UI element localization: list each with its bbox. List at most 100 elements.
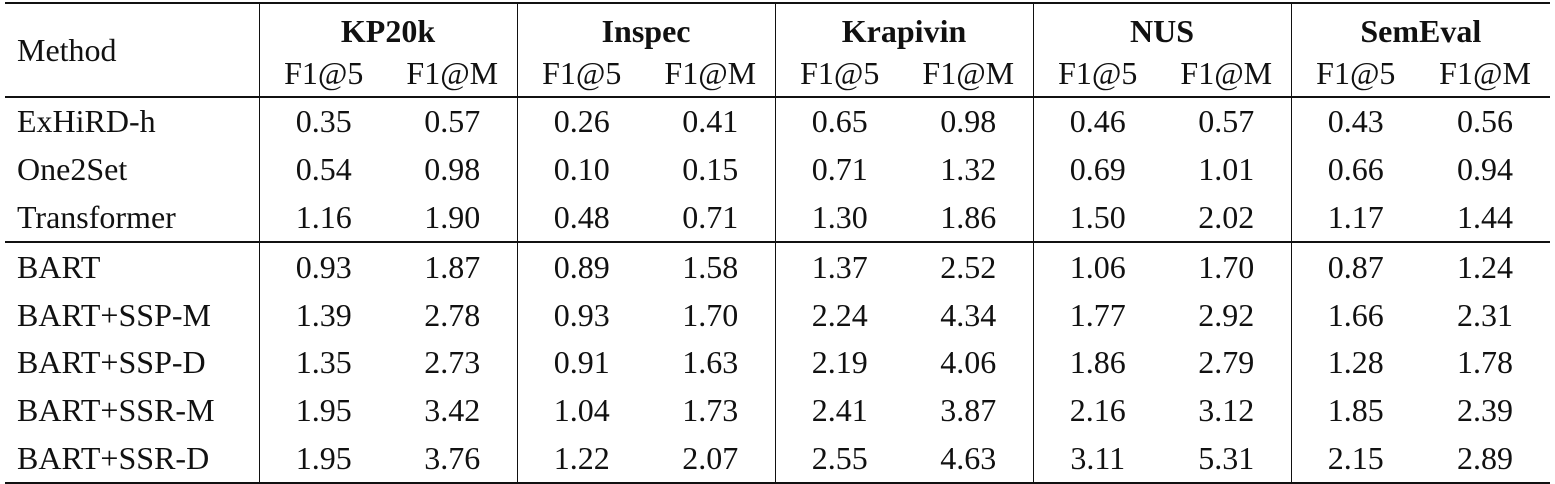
value-cell: 0.41 xyxy=(646,96,776,146)
table-row: BART+SSP-D 1.35 2.73 0.91 1.63 2.19 4.06 1.86 2.… xyxy=(5,338,1550,387)
value-cell: 1.66 xyxy=(1290,291,1421,339)
value-cell: 0.43 xyxy=(1290,96,1421,146)
value-cell: 1.16 xyxy=(258,193,388,243)
value-cell: 4.63 xyxy=(940,439,997,476)
value-cell: 1.63 xyxy=(682,344,739,381)
value-cell: 1.86 xyxy=(1032,338,1163,387)
value-cell: 0.26 xyxy=(516,96,647,146)
method-column-header: Method xyxy=(17,31,117,68)
value-cell: 0.15 xyxy=(682,151,739,188)
results-table-body: ExHiRD-h 0.35 0.57 0.26 0.41 0.65 0.98 0.46 0.57… xyxy=(5,96,1551,484)
value-cell: 2.02 xyxy=(1198,198,1255,235)
method-cell: BART+SSR-M xyxy=(17,392,215,429)
value-cell: 0.56 xyxy=(1420,96,1551,146)
dataset-header-kp20k: KP20k xyxy=(258,3,518,50)
value-cell: 1.37 xyxy=(774,241,905,292)
value-cell: 0.65 xyxy=(774,96,905,146)
value-cell: 2.73 xyxy=(424,344,481,381)
table-row: Transformer 1.16 1.90 0.48 0.71 1.30 1.86 1.50 2… xyxy=(5,193,1550,243)
value-cell: 0.89 xyxy=(516,241,647,292)
dataset-header-inspec: Inspec xyxy=(516,3,776,50)
value-cell: 0.48 xyxy=(516,193,647,243)
metric-header: F1@5 xyxy=(258,50,388,97)
value-cell: 0.57 xyxy=(388,96,518,146)
value-cell: 1.95 xyxy=(258,386,388,435)
dataset-header-row: Method KP20k Inspec Krapivin NUS SemEval xyxy=(5,3,1551,68)
value-cell: 0.46 xyxy=(1032,96,1163,146)
table-row: BART+SSP-M 1.39 2.78 0.93 1.70 2.24 4.34 1.77 2.… xyxy=(5,291,1550,339)
value-cell: 0.98 xyxy=(424,151,481,188)
value-cell: 2.52 xyxy=(904,241,1034,292)
value-cell: 1.44 xyxy=(1457,198,1514,235)
value-cell: 2.16 xyxy=(1032,386,1163,435)
value-cell: 1.28 xyxy=(1290,338,1421,387)
value-cell: 0.87 xyxy=(1290,241,1421,292)
value-cell: 2.07 xyxy=(682,439,739,476)
value-cell: 3.11 xyxy=(1032,434,1163,484)
value-cell: 2.31 xyxy=(1457,296,1514,333)
value-cell: 4.34 xyxy=(940,296,997,333)
metric-header: F1@5 xyxy=(774,50,905,97)
value-cell: 0.98 xyxy=(904,96,1034,146)
value-cell: 0.69 xyxy=(1032,145,1163,194)
method-cell: BART+SSR-D xyxy=(17,439,210,476)
value-cell: 2.15 xyxy=(1290,434,1421,484)
value-cell: 1.77 xyxy=(1032,291,1163,339)
value-cell: 3.87 xyxy=(940,392,997,429)
value-cell: 0.54 xyxy=(258,145,388,194)
dataset-header-krapivin: Krapivin xyxy=(774,3,1034,50)
value-cell: 1.87 xyxy=(388,241,518,292)
value-cell: 3.12 xyxy=(1198,392,1255,429)
value-cell: 2.78 xyxy=(424,296,481,333)
metric-header: F1@M xyxy=(1180,54,1273,91)
metric-header: F1@5 xyxy=(1290,50,1421,97)
value-cell: 2.92 xyxy=(1198,296,1255,333)
value-cell: 2.79 xyxy=(1198,344,1255,381)
method-cell: BART xyxy=(5,241,259,292)
value-cell: 0.71 xyxy=(682,198,739,235)
value-cell: 1.86 xyxy=(940,198,997,235)
value-cell: 1.90 xyxy=(424,198,481,235)
metric-header-row: F1@5 F1@M F1@5 F1@M F1@5 F1@M F1@5 F1@M … xyxy=(5,50,1550,97)
value-cell: 1.58 xyxy=(646,241,776,292)
method-cell: ExHiRD-h xyxy=(5,96,259,146)
value-cell: 1.06 xyxy=(1032,241,1163,292)
value-cell: 1.70 xyxy=(1162,241,1292,292)
value-cell: 1.01 xyxy=(1198,151,1255,188)
table-row: ExHiRD-h 0.35 0.57 0.26 0.41 0.65 0.98 0.46 0.57… xyxy=(5,96,1551,146)
table-row: BART+SSR-D 1.95 3.76 1.22 2.07 2.55 4.63 3.11 5.… xyxy=(5,434,1550,484)
value-cell: 1.35 xyxy=(258,338,388,387)
value-cell: 4.06 xyxy=(940,344,997,381)
value-cell: 1.32 xyxy=(940,151,997,188)
metric-header: F1@M xyxy=(406,54,499,91)
value-cell: 1.04 xyxy=(516,386,647,435)
value-cell: 3.76 xyxy=(424,439,481,476)
table-row: BART+SSR-M 1.95 3.42 1.04 1.73 2.41 3.87 2.16 3.… xyxy=(5,386,1550,435)
value-cell: 0.71 xyxy=(774,145,905,194)
metric-header: F1@M xyxy=(664,54,757,91)
metric-header: F1@M xyxy=(1439,54,1531,91)
dataset-header-semeval: SemEval xyxy=(1290,3,1551,50)
metric-header: F1@5 xyxy=(516,50,647,97)
value-cell: 1.78 xyxy=(1457,344,1514,381)
value-cell: 0.91 xyxy=(516,338,647,387)
value-cell: 0.10 xyxy=(516,145,647,194)
metric-header: F1@5 xyxy=(1032,50,1163,97)
value-cell: 1.39 xyxy=(258,291,388,339)
value-cell: 1.22 xyxy=(516,434,647,484)
value-cell: 1.95 xyxy=(258,434,388,484)
value-cell: 1.73 xyxy=(682,392,739,429)
value-cell: 0.93 xyxy=(516,291,647,339)
value-cell: 2.41 xyxy=(774,386,905,435)
table-row: BART 0.93 1.87 0.89 1.58 1.37 2.52 1.06 1.70 0.87… xyxy=(5,241,1551,292)
method-cell: Transformer xyxy=(17,198,176,235)
value-cell: 1.50 xyxy=(1032,193,1163,243)
value-cell: 0.66 xyxy=(1290,145,1421,194)
value-cell: 1.30 xyxy=(774,193,905,243)
value-cell: 1.24 xyxy=(1420,241,1551,292)
value-cell: 2.39 xyxy=(1457,392,1514,429)
value-cell: 0.57 xyxy=(1162,96,1292,146)
table-row: One2Set 0.54 0.98 0.10 0.15 0.71 1.32 0.69 1.01 0… xyxy=(5,145,1550,194)
results-table: Method KP20k Inspec Krapivin NUS SemEval… xyxy=(5,2,1551,484)
